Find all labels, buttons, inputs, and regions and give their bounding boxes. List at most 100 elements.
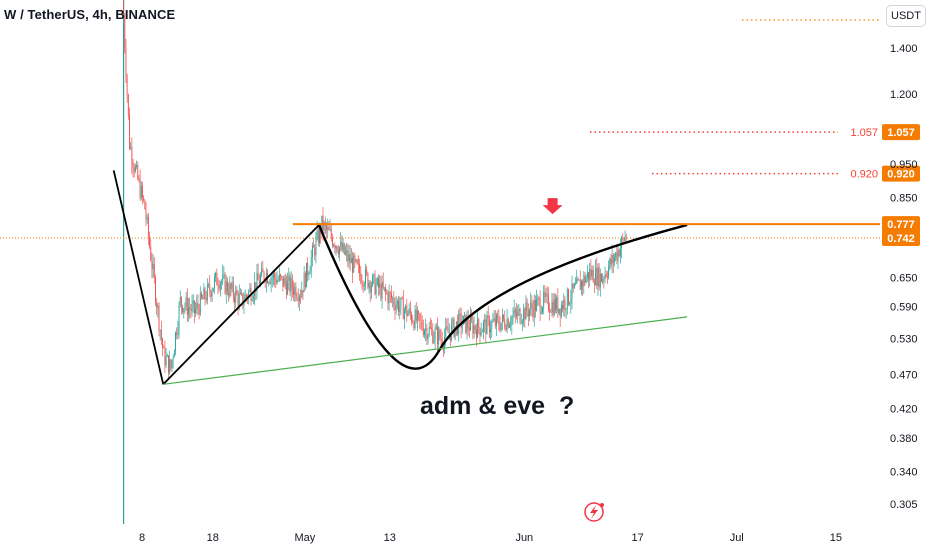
candle-body (602, 278, 604, 282)
candle-body (123, 2, 125, 18)
candle-body (151, 260, 153, 269)
candle-body (431, 328, 433, 330)
candle-body (370, 285, 372, 293)
candle-body (396, 301, 398, 305)
candle-body (545, 293, 547, 298)
time-tick-label: Jul (730, 532, 744, 544)
candle-body (356, 259, 358, 264)
candle-body (500, 322, 502, 331)
candle-body (133, 167, 135, 172)
resistance-price-tag-text: 0.777 (887, 219, 915, 231)
currency-button[interactable]: USDT (886, 5, 926, 27)
candle-body (201, 293, 202, 298)
candle-body (534, 300, 536, 311)
candle-body (349, 254, 351, 264)
candle-body (459, 313, 461, 315)
candle-body (544, 291, 546, 298)
candle-body (319, 226, 320, 243)
candle-body (221, 281, 222, 284)
candle-body (412, 321, 414, 323)
target-1-price-tag (882, 124, 920, 141)
candle-body (352, 258, 353, 273)
price-axis[interactable]: 1.400 1.200 0.950 0.850 0.650 0.590 0.530 0.470… (890, 43, 918, 511)
candle-body (195, 308, 197, 313)
price-tick-label: 0.850 (890, 192, 918, 204)
candle-body (478, 319, 480, 329)
candle-body (204, 288, 206, 299)
candle-body (579, 279, 581, 291)
candle-body (537, 297, 539, 300)
candle-body (124, 17, 126, 48)
candle-body (598, 267, 600, 288)
candle-body (245, 294, 247, 297)
candle-body (254, 282, 256, 297)
candle-body (477, 319, 479, 338)
candle-body (278, 274, 280, 280)
candle-body (316, 230, 318, 239)
candle-body (593, 282, 595, 285)
candle-body (448, 332, 450, 334)
candle-body (483, 322, 484, 331)
candle-body (568, 289, 569, 305)
candle-body (429, 327, 431, 329)
candle-body (209, 284, 211, 292)
candle-body (303, 272, 305, 293)
candle-body (140, 185, 142, 199)
candle-body (514, 309, 516, 313)
impulse-down (112, 170, 165, 385)
candle-body (160, 330, 162, 339)
lightning-icon (590, 505, 598, 519)
candle-body (563, 299, 565, 310)
candle-body (340, 241, 342, 248)
candle-body (219, 283, 221, 289)
candle-body (129, 114, 130, 149)
time-axis[interactable]: 8 18 May 13 Jun 17 Jul 15 (139, 532, 842, 544)
candle-body (277, 279, 279, 281)
candle-body (512, 315, 514, 318)
candle-body (361, 282, 363, 284)
candle-body (199, 293, 201, 315)
candle-body (488, 317, 490, 333)
candle-body (348, 254, 350, 261)
candle-body (424, 330, 425, 335)
candle-body (394, 305, 396, 311)
candle-body (586, 272, 588, 278)
candle-body (144, 200, 146, 210)
candle-body (139, 178, 141, 199)
candle-body (592, 269, 594, 283)
candle-body (572, 283, 574, 289)
candle-body (280, 274, 281, 277)
candle-body (298, 296, 300, 302)
candle-body (611, 254, 613, 265)
time-tick-label: 17 (631, 532, 643, 544)
candle-body (623, 238, 625, 242)
candle-body (276, 279, 278, 284)
time-tick-label: 15 (830, 532, 842, 544)
candle-body (538, 297, 540, 299)
candle-body (153, 263, 155, 278)
candle-body (132, 163, 134, 168)
candle-body (523, 308, 525, 322)
candle-body (171, 360, 173, 369)
candle-body (619, 247, 621, 257)
candle-body (225, 281, 227, 294)
candle-body (418, 311, 420, 314)
candle-body (416, 311, 418, 321)
candle-body (597, 267, 599, 286)
candle-body (565, 308, 567, 310)
candle-body (232, 282, 234, 297)
candle-body (464, 314, 466, 317)
candle-body (425, 328, 427, 331)
candle-body (407, 312, 409, 317)
candle-body (205, 298, 207, 301)
candle-body (617, 250, 619, 261)
candle-body (481, 330, 483, 333)
candle-body (472, 320, 474, 334)
candle-body (379, 283, 381, 288)
candle-body (295, 286, 297, 298)
candle-body (255, 282, 257, 292)
candle-body (157, 305, 159, 308)
candle-body (211, 291, 213, 297)
candle-body (283, 278, 285, 287)
